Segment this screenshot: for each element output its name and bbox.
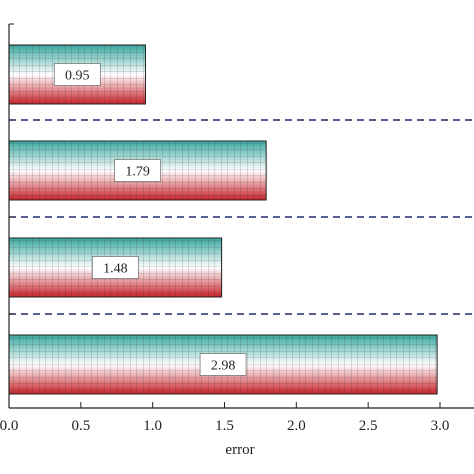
x-tick-label-2: 1.0 bbox=[143, 418, 162, 434]
x-tick-label-3: 1.5 bbox=[215, 418, 234, 434]
x-tick-label-1: 0.5 bbox=[71, 418, 90, 434]
x-tick-label-6: 3.0 bbox=[431, 418, 450, 434]
data-label-box-3 bbox=[199, 353, 247, 376]
x-axis-label: error bbox=[225, 442, 254, 458]
data-label-box-1 bbox=[114, 159, 161, 182]
plot-area: 0.95 1.79 1.48 2.98 0.0 0.5 1.0 1.5 2.0 2.5 3.0 err… bbox=[0, 23, 474, 458]
data-label-2: 1.48 bbox=[103, 262, 128, 277]
x-tick-label-0: 0.0 bbox=[0, 418, 18, 434]
data-label-0: 0.95 bbox=[65, 69, 90, 84]
data-label-3: 2.98 bbox=[211, 359, 236, 374]
data-label-box-0 bbox=[53, 63, 101, 86]
data-label-1: 1.79 bbox=[125, 165, 150, 180]
bar-0 bbox=[8, 44, 146, 105]
x-tick-label-4: 2.0 bbox=[287, 418, 306, 434]
x-tick-label-5: 2.5 bbox=[359, 418, 378, 434]
data-label-box-2 bbox=[92, 256, 139, 279]
